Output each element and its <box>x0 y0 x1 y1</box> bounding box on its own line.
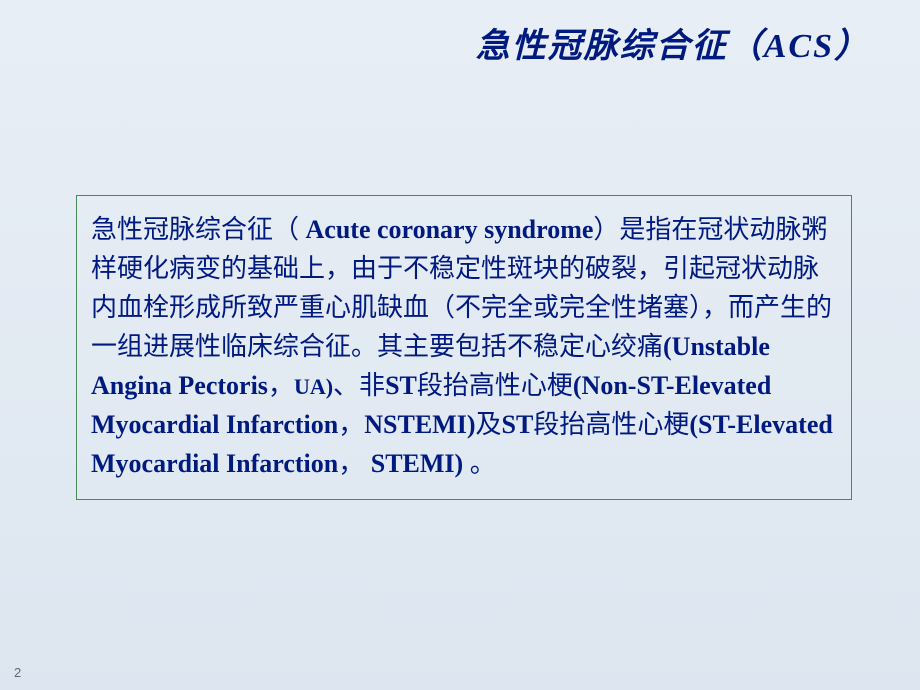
text-segment: 。 <box>470 449 496 478</box>
text-en: ST <box>385 371 417 400</box>
text-segment: 段抬高性心梗 <box>417 371 573 400</box>
text-en: ST <box>502 410 534 439</box>
text-segment: ， <box>268 371 294 400</box>
text-en: STEMI) <box>371 449 470 478</box>
text-segment: ， <box>338 410 364 439</box>
text-en-small: UA) <box>294 374 333 399</box>
text-segment: 急性冠脉综合征（ <box>91 215 306 244</box>
text-segment: 、非 <box>333 371 385 400</box>
text-en: NSTEMI) <box>364 410 475 439</box>
text-segment: 段抬高性心梗 <box>533 410 689 439</box>
slide-title: 急性冠脉综合征（ACS） <box>476 18 870 67</box>
text-segment: ， <box>338 449 371 478</box>
page-number: 2 <box>14 665 21 680</box>
text-en: Acute coronary syndrome <box>306 215 594 244</box>
text-segment: 及 <box>475 410 501 439</box>
body-paragraph: 急性冠脉综合征（ Acute coronary syndrome）是指在冠状动脉… <box>91 210 841 483</box>
content-box: 急性冠脉综合征（ Acute coronary syndrome）是指在冠状动脉… <box>76 195 852 500</box>
